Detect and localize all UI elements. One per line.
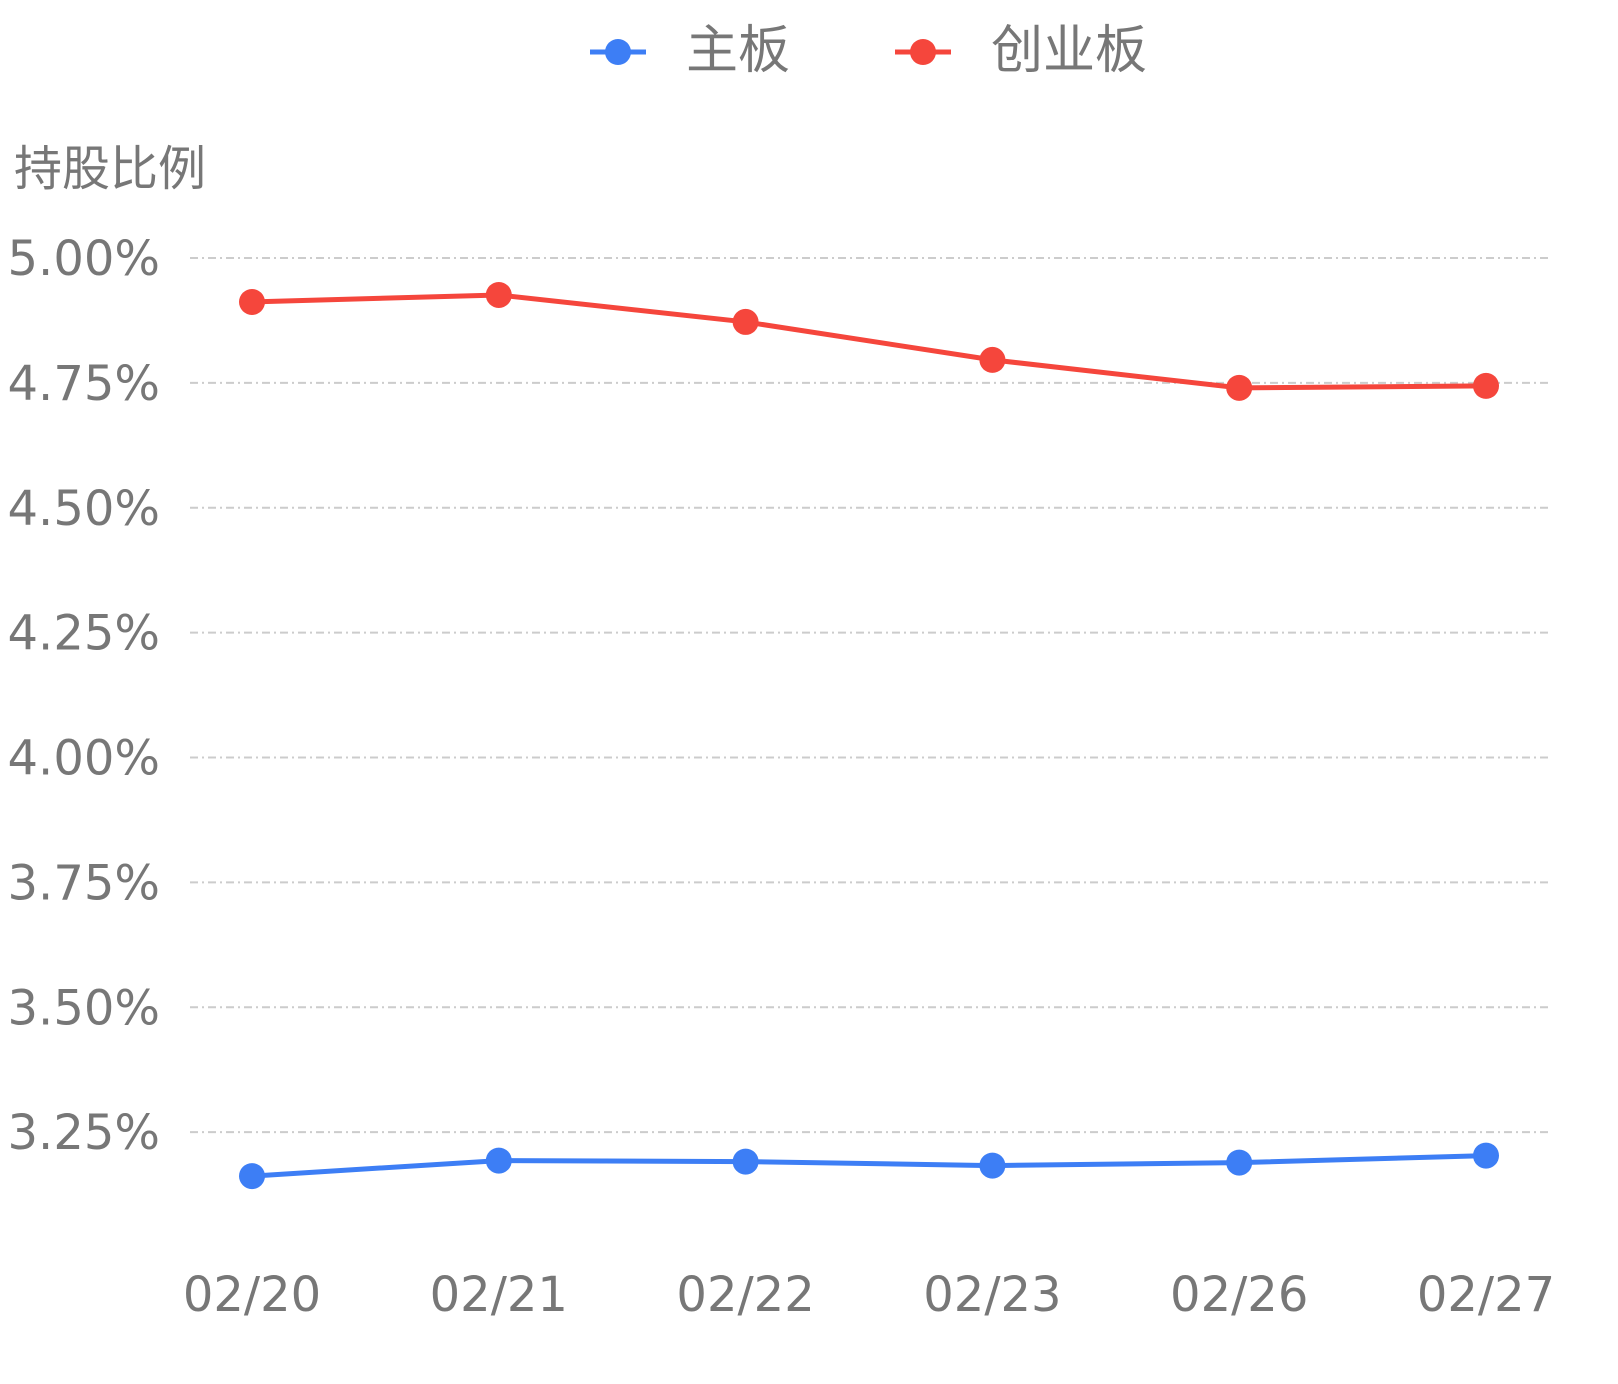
y-tick-label: 4.00% bbox=[8, 731, 160, 787]
point bbox=[732, 1148, 759, 1175]
point bbox=[1226, 1149, 1253, 1176]
line bbox=[251, 292, 1487, 391]
x-tick-label: 02/23 bbox=[923, 1267, 1061, 1323]
legend-label: 主板 bbox=[686, 21, 790, 81]
y-tick-label: 3.50% bbox=[8, 980, 160, 1036]
point bbox=[1473, 372, 1499, 399]
y-tick-label: 3.25% bbox=[8, 1105, 160, 1161]
x-tick-label: 02/26 bbox=[1170, 1267, 1308, 1323]
x-tick-label: 02/20 bbox=[183, 1267, 321, 1323]
line bbox=[251, 1153, 1487, 1179]
y-tick-label: 3.75% bbox=[8, 855, 160, 911]
y-tick-label: 4.75% bbox=[8, 356, 160, 412]
legend-marker bbox=[910, 39, 936, 65]
legend-marker bbox=[605, 39, 631, 65]
point bbox=[979, 1152, 1006, 1179]
legend-label: 创业板 bbox=[991, 21, 1147, 81]
x-tick-label: 02/27 bbox=[1417, 1267, 1555, 1323]
y-tick-label: 5.00% bbox=[8, 231, 160, 287]
y-tick-label: 4.25% bbox=[8, 606, 160, 662]
y-tick-label: 4.50% bbox=[8, 481, 160, 537]
point bbox=[1226, 374, 1253, 401]
point bbox=[979, 346, 1006, 373]
point bbox=[485, 1147, 512, 1174]
y-axis-title: 持股比例 bbox=[14, 141, 206, 197]
x-tick-label: 02/21 bbox=[430, 1267, 568, 1323]
point bbox=[732, 308, 759, 335]
point bbox=[1473, 1142, 1499, 1169]
point bbox=[239, 1163, 265, 1190]
point bbox=[485, 281, 512, 308]
x-tick-label: 02/22 bbox=[676, 1267, 814, 1323]
point bbox=[239, 288, 265, 315]
